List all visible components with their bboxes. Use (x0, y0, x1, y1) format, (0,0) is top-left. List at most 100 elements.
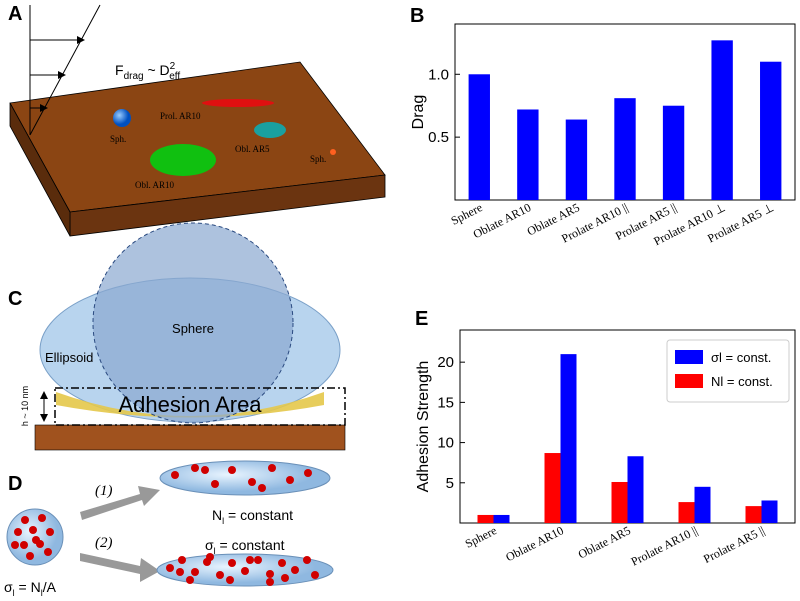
bar (662, 105, 685, 200)
bar (614, 98, 636, 200)
bar (517, 109, 539, 200)
arrow-2 (80, 553, 160, 582)
ligand (226, 576, 234, 584)
ligand (201, 466, 209, 474)
shape-label: Obl. AR5 (235, 144, 270, 154)
formula: σl = Nl/A (4, 579, 57, 598)
sphere (330, 149, 336, 155)
adhesion-box (54, 387, 346, 426)
area-label: Adhesion Area (118, 392, 262, 417)
text: σ (205, 537, 214, 553)
ligand (21, 516, 29, 524)
x-tick-label: Oblate AR5 (576, 523, 633, 561)
ligand (254, 556, 262, 564)
subscript: l (214, 546, 216, 556)
x-tick-label: Prolate AR5 || (701, 523, 767, 566)
oblate (254, 122, 286, 138)
ligands (11, 514, 54, 560)
n-const: Nl = constant (212, 507, 293, 526)
legend-label: Nl = const. (711, 374, 773, 389)
force-law: Fdrag ~ D2 eff (115, 61, 180, 82)
ligand (278, 559, 286, 567)
sphere (113, 109, 131, 127)
ligand (46, 528, 54, 536)
bar (565, 119, 588, 200)
sphere (92, 222, 294, 424)
panel-label: C (8, 288, 22, 310)
ligand (186, 576, 194, 584)
text: F (115, 62, 124, 78)
ligands (166, 553, 319, 586)
ligand (266, 570, 274, 578)
ligand (266, 578, 274, 586)
subscript: l (41, 588, 43, 598)
shape-label: Sph. (110, 134, 126, 144)
contact-zone (56, 392, 324, 418)
step-label: (2) (95, 535, 113, 551)
ligand (268, 464, 276, 472)
ligand (286, 476, 294, 484)
ligand (304, 469, 312, 477)
arrow-1 (80, 486, 160, 520)
panel-label: D (8, 473, 22, 495)
y-tick-label: 20 (437, 354, 454, 371)
text: ~ D (144, 62, 170, 78)
ligand (281, 574, 289, 582)
y-tick-label: 1.0 (428, 66, 449, 83)
height-label: h ~ 10 nm (20, 386, 30, 426)
ligand (291, 566, 299, 574)
panel-label: E (415, 308, 428, 330)
ligand (228, 466, 236, 474)
y-axis-label: Drag (410, 95, 427, 130)
y-tick-label: 15 (437, 394, 454, 411)
text: σ (4, 579, 13, 595)
slab-side (9, 102, 71, 237)
ligand (44, 548, 52, 556)
y-tick-label: 5 (446, 475, 454, 492)
ligands (171, 464, 312, 492)
ligand (303, 556, 311, 564)
subscript: l (222, 516, 224, 526)
ligand (211, 480, 219, 488)
ligand (26, 552, 34, 560)
substrate (34, 424, 346, 451)
text: N (212, 507, 222, 523)
bar (694, 486, 711, 523)
panel-label: A (8, 3, 22, 25)
bar (627, 456, 644, 523)
bar (560, 354, 577, 523)
ligand (248, 478, 256, 486)
step-label: (1) (95, 483, 113, 499)
ligand (166, 564, 174, 572)
ligand (216, 571, 224, 579)
ligand (258, 484, 266, 492)
text: = N (15, 579, 41, 595)
sphere-label: Sphere (172, 321, 214, 336)
ellipsoid (159, 460, 331, 496)
superscript: 2 (170, 61, 176, 72)
ligand (20, 541, 28, 549)
bar (468, 74, 490, 200)
bar (711, 40, 733, 200)
bar (477, 514, 494, 523)
shape-label: Obl. AR10 (135, 180, 175, 190)
bar (745, 506, 762, 523)
bar (493, 514, 510, 523)
ligand (246, 556, 254, 564)
ligand (11, 541, 19, 549)
text: = constant (224, 507, 293, 523)
bar (761, 500, 778, 523)
prolate (202, 99, 274, 107)
legend-label: σl = const. (711, 350, 771, 365)
shape-label: Sph. (310, 154, 326, 164)
shape-label: Prol. AR10 (160, 111, 201, 121)
ligand (191, 568, 199, 576)
ligand (191, 464, 199, 472)
y-tick-label: 0.5 (428, 129, 449, 146)
text: = constant (216, 537, 285, 553)
s-const: σl = constant (205, 537, 285, 556)
ligand (206, 553, 214, 561)
text: /A (43, 579, 57, 595)
y-tick-label: 10 (437, 435, 454, 452)
subscript: drag (124, 71, 144, 82)
